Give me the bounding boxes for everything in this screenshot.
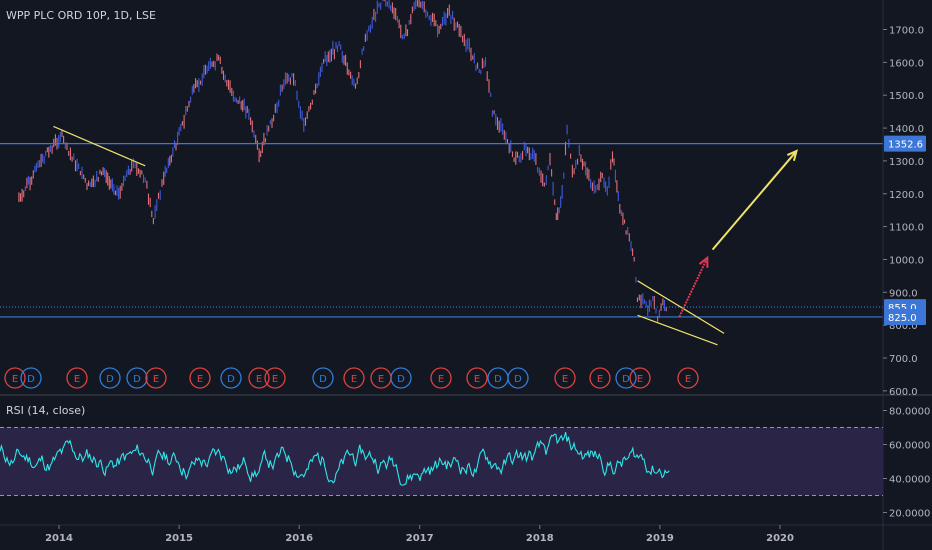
event-letter: D (494, 374, 502, 385)
rsi-tick-label: 80.0000 (889, 407, 930, 418)
rsi-tick-label: 60.0000 (889, 441, 930, 452)
event-letter: E (562, 374, 568, 385)
earnings-event-icon[interactable] (677, 367, 699, 389)
earnings-event-icon[interactable] (466, 367, 488, 389)
trendline[interactable] (637, 314, 718, 346)
price-tick-label: 1500.0 (889, 91, 924, 102)
price-tick-label: 1100.0 (889, 223, 924, 234)
dividend-event-icon[interactable] (507, 367, 529, 389)
chart-title[interactable]: WPP PLC ORD 10P, 1D, LSE (6, 9, 156, 22)
event-letter: E (685, 374, 691, 385)
red-arrow-head (698, 255, 709, 268)
event-letter: E (74, 374, 80, 385)
level-tag (884, 308, 926, 325)
event-letter: E (637, 374, 643, 385)
time-tick-label: 2015 (165, 533, 193, 544)
event-letter: E (153, 374, 159, 385)
earnings-event-icon[interactable] (264, 367, 286, 389)
trendlines[interactable] (53, 125, 725, 346)
price-series (18, 0, 667, 322)
trendline[interactable] (53, 125, 146, 167)
trendline[interactable] (637, 280, 725, 334)
price-tick-label: 1700.0 (889, 26, 924, 37)
price-tick-label: 900.0 (889, 288, 918, 299)
earnings-event-icon[interactable] (4, 367, 26, 389)
price-axis[interactable]: 600.0700.0800.0900.01000.01100.01200.013… (883, 26, 924, 398)
event-letter: E (438, 374, 444, 385)
arrows[interactable] (678, 149, 798, 318)
time-tick-label: 2016 (285, 533, 313, 544)
earnings-event-icon[interactable] (343, 367, 365, 389)
event-letter: E (378, 374, 384, 385)
dividend-event-icon[interactable] (615, 367, 637, 389)
time-tick-label: 2014 (45, 533, 73, 544)
time-tick-label: 2018 (526, 533, 554, 544)
time-axis[interactable]: 2014 2015 2016 2017 2018 2019 2020 (45, 525, 794, 544)
event-letter: E (256, 374, 262, 385)
yellow-arrow-head (786, 149, 798, 161)
event-letter: D (397, 374, 405, 385)
event-letter: E (351, 374, 357, 385)
rsi-title[interactable]: RSI (14, close) (6, 404, 85, 417)
event-letter: E (474, 374, 480, 385)
earnings-event-icon[interactable] (248, 367, 270, 389)
price-tick-label: 1000.0 (889, 255, 924, 266)
event-letter: D (622, 374, 630, 385)
event-letter: E (597, 374, 603, 385)
price-tick-label: 600.0 (889, 387, 918, 398)
price-tick-label: 1300.0 (889, 157, 924, 168)
earnings-event-icon[interactable] (589, 367, 611, 389)
rsi-axis[interactable]: 20.0000 40.0000 60.0000 80.0000 (883, 407, 930, 520)
event-letter: D (133, 374, 141, 385)
earnings-event-icon[interactable] (430, 367, 452, 389)
yellow-arrow[interactable] (711, 150, 798, 251)
event-letter: E (12, 374, 18, 385)
dividend-event-icon[interactable] (220, 367, 242, 389)
level-tag-label: 855.0 (888, 303, 917, 314)
dividend-event-icon[interactable] (390, 367, 412, 389)
event-letter: E (197, 374, 203, 385)
price-tick-label: 1400.0 (889, 124, 924, 135)
level-tag-label: 1352.6 (888, 140, 923, 151)
event-letter: D (227, 374, 235, 385)
time-tick-label: 2017 (406, 533, 434, 544)
rsi-line (0, 431, 670, 486)
dividend-event-icon[interactable] (99, 367, 121, 389)
price-tick-label: 800.0 (889, 321, 918, 332)
event-letter: E (272, 374, 278, 385)
level-tag-label: 825.0 (888, 313, 917, 324)
event-letter: D (319, 374, 327, 385)
level-tag (884, 135, 926, 152)
earnings-event-icon[interactable] (66, 367, 88, 389)
time-tick-label: 2020 (766, 533, 794, 544)
price-tick-label: 1200.0 (889, 190, 924, 201)
earnings-event-icon[interactable] (145, 367, 167, 389)
price-tick-label: 1600.0 (889, 58, 924, 69)
event-letter: D (106, 374, 114, 385)
earnings-event-icon[interactable] (629, 367, 651, 389)
event-letter: D (27, 374, 35, 385)
time-tick-label: 2019 (646, 533, 674, 544)
red-arrow[interactable] (678, 257, 709, 318)
event-letter: D (514, 374, 522, 385)
earnings-event-icon[interactable] (554, 367, 576, 389)
price-tick-label: 700.0 (889, 354, 918, 365)
rsi-tick-label: 20.0000 (889, 509, 930, 520)
dividend-event-icon[interactable] (126, 367, 148, 389)
dividend-event-icon[interactable] (312, 367, 334, 389)
horizontal-levels[interactable] (0, 143, 883, 318)
earnings-event-icon[interactable] (189, 367, 211, 389)
dividend-event-icon[interactable] (20, 367, 42, 389)
rsi-path (0, 431, 670, 486)
rsi-tick-label: 40.0000 (889, 475, 930, 486)
